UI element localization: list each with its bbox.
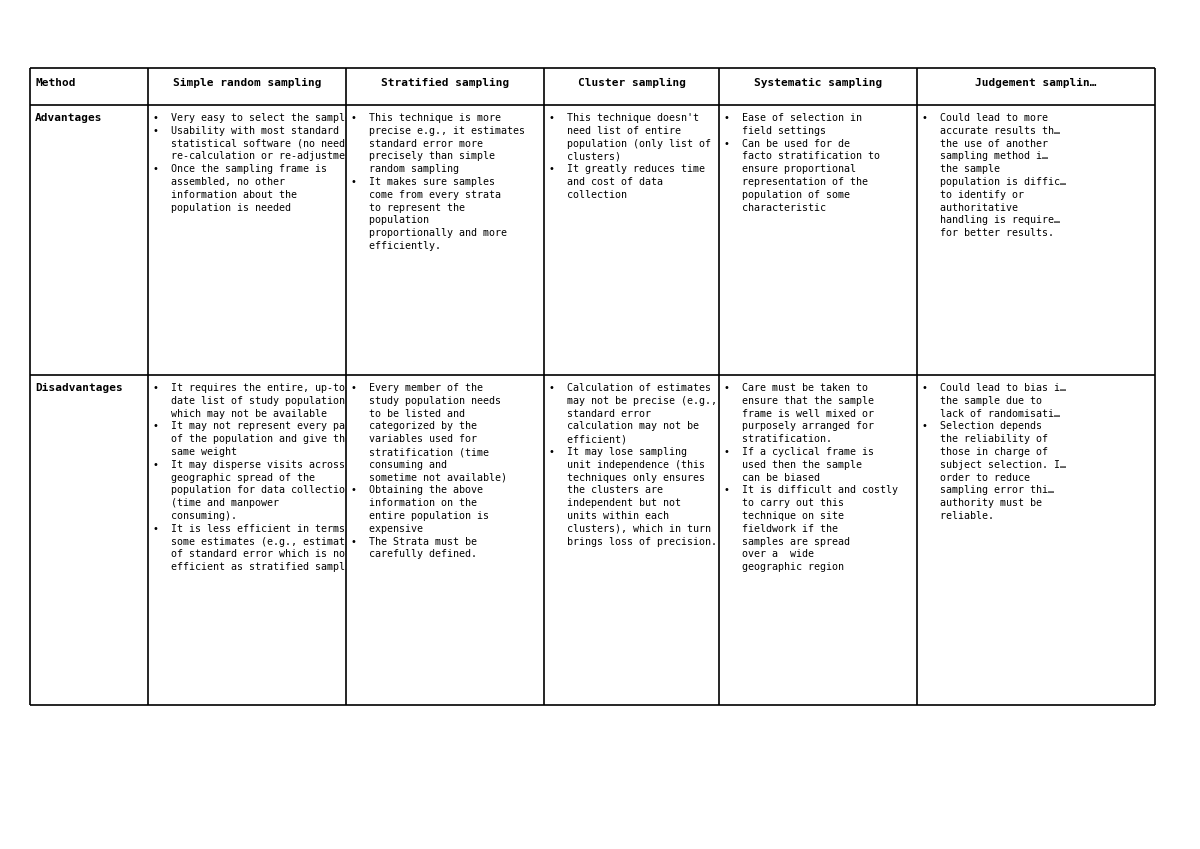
Text: •  This technique doesn't
   need list of entire
   population (only list of
   : • This technique doesn't need list of en… xyxy=(550,113,710,200)
Text: •  Could lead to bias i…
   the sample due to
   lack of randomisati…
•  Selecti: • Could lead to bias i… the sample due t… xyxy=(922,383,1066,521)
Text: •  Care must be taken to
   ensure that the sample
   frame is well mixed or
   : • Care must be taken to ensure that the … xyxy=(724,383,898,572)
Text: •  Calculation of estimates
   may not be precise (e.g.,
   standard error
   ca: • Calculation of estimates may not be pr… xyxy=(550,383,718,547)
Text: •  Very easy to select the sample
•  Usability with most standard
   statistical: • Very easy to select the sample • Usabi… xyxy=(154,113,370,212)
Text: •  It requires the entire, up-to-
   date list of study population
   which may : • It requires the entire, up-to- date li… xyxy=(154,383,370,572)
Text: •  Ease of selection in
   field settings
•  Can be used for de
   facto stratif: • Ease of selection in field settings • … xyxy=(724,113,880,212)
Text: Simple random sampling: Simple random sampling xyxy=(173,78,322,88)
Text: •  Could lead to more
   accurate results th…
   the use of another
   sampling : • Could lead to more accurate results th… xyxy=(922,113,1066,239)
Text: •  This technique is more
   precise e.g., it estimates
   standard error more
 : • This technique is more precise e.g., i… xyxy=(352,113,526,251)
Text: Judgement samplin…: Judgement samplin… xyxy=(976,78,1097,88)
Text: Advantages: Advantages xyxy=(35,113,102,123)
Text: Stratified sampling: Stratified sampling xyxy=(380,78,509,88)
Text: Method: Method xyxy=(35,78,76,88)
Text: Systematic sampling: Systematic sampling xyxy=(754,78,882,88)
Text: •  Every member of the
   study population needs
   to be listed and
   categori: • Every member of the study population n… xyxy=(352,383,508,559)
Text: Cluster sampling: Cluster sampling xyxy=(577,78,685,88)
Text: Disadvantages: Disadvantages xyxy=(35,383,122,393)
